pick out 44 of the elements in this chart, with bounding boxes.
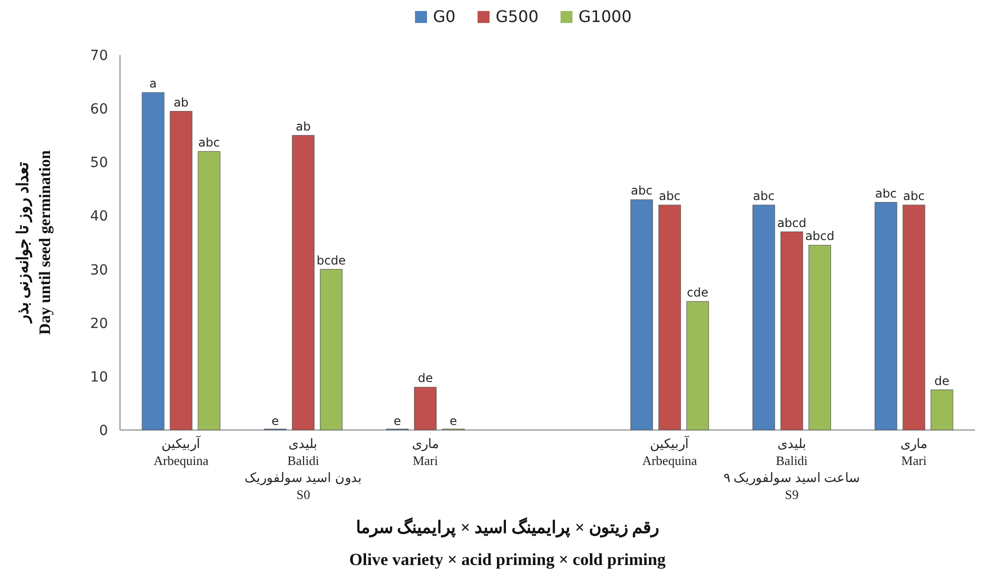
data-label: e [450,414,458,428]
bar [686,301,709,430]
bar [808,244,832,430]
data-label: e [272,414,279,428]
bar [170,111,192,430]
bar [752,204,776,430]
bar [930,390,954,430]
bar [630,199,653,430]
bar [874,202,898,430]
data-label: ab [296,119,311,134]
data-label: abc [752,189,775,203]
data-label: abc [875,186,897,200]
data-label: abc [198,135,220,150]
data-label: abcd [777,216,806,230]
data-label: a [149,76,157,90]
y-tick-label: 70 [90,48,108,64]
data-label: cde [686,285,708,300]
bar [902,204,926,430]
data-label: abc [658,189,680,203]
y-tick-label: 60 [90,102,108,118]
y-tick-label: 10 [90,369,108,386]
data-label: bcde [316,253,346,268]
bar [780,232,804,430]
legend-label: G500 [496,7,539,26]
data-label: ab [174,95,189,110]
y-tick-label: 40 [90,208,108,225]
y-tick-label: 20 [90,316,108,332]
bar [414,386,437,430]
bar [142,92,164,430]
data-label: abc [630,184,652,198]
y-tick-label: 0 [99,423,108,439]
data-label: abcd [805,229,834,244]
bar [198,151,220,430]
bar [658,204,681,430]
y-tick-label: 30 [90,262,108,278]
bar [320,269,342,430]
bar [292,135,314,430]
legend-label: G1000 [578,7,632,26]
data-label: abc [903,189,925,203]
y-tick-label: 50 [90,155,108,172]
data-label: e [394,414,402,428]
data-label: de [934,374,950,388]
data-label: de [418,371,433,386]
legend-label: G0 [433,7,456,26]
